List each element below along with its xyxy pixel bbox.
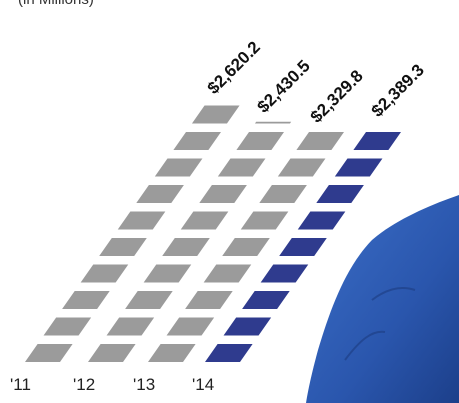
bar xyxy=(148,132,344,362)
person-shirt xyxy=(306,195,459,403)
x-tick-label: '13 xyxy=(133,375,155,394)
value-label: $2,430.5 xyxy=(254,56,314,116)
value-label: $2,620.2 xyxy=(204,38,264,98)
x-tick-label: '12 xyxy=(73,375,95,394)
bar xyxy=(25,105,240,362)
value-label: $2,329.8 xyxy=(307,66,367,126)
x-tick-label: '11 xyxy=(10,375,31,394)
bar xyxy=(88,121,292,362)
value-label: $2,389.3 xyxy=(368,60,428,120)
bar xyxy=(205,132,401,362)
shirt-fold xyxy=(344,287,416,361)
x-tick-label: '14 xyxy=(192,375,214,394)
chart-subtitle: (in Millions) xyxy=(18,0,94,8)
